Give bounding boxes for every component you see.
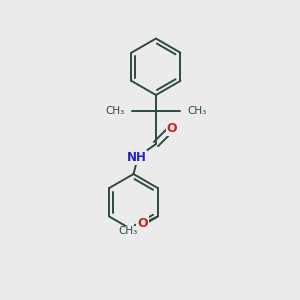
Text: O: O (137, 217, 148, 230)
Text: CH₃: CH₃ (106, 106, 125, 116)
Text: NH: NH (127, 151, 146, 164)
Text: O: O (167, 122, 177, 135)
Text: CH₃: CH₃ (118, 226, 137, 236)
Text: CH₃: CH₃ (187, 106, 206, 116)
